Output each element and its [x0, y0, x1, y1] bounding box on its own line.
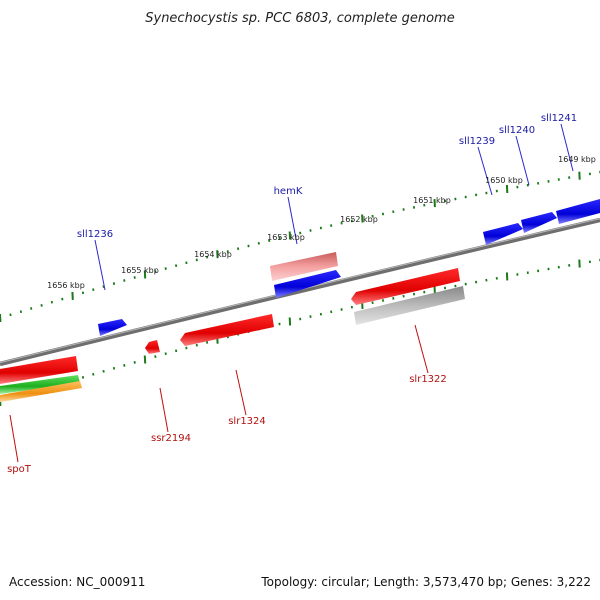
- label-sll1239[interactable]: sll1239: [459, 136, 495, 147]
- orange-feature-bar[interactable]: [0, 381, 82, 402]
- grey-feature-bar[interactable]: [354, 286, 465, 325]
- reverse-strand-genes: [0, 268, 460, 384]
- label-slr1324[interactable]: slr1324: [228, 416, 266, 427]
- gene-slr1324-feature[interactable]: [180, 314, 274, 346]
- leader-sll1241: [560, 123, 574, 172]
- accession-text: Accession: NC_000911: [9, 575, 145, 589]
- gene-spoT-feature[interactable]: [0, 356, 78, 384]
- scale-label-1649: 1649 kbp: [558, 155, 596, 164]
- gene-sll1236-feature[interactable]: [98, 319, 127, 336]
- forward-strand-genes: [98, 199, 600, 336]
- pink-feature-bar[interactable]: [270, 252, 338, 281]
- leader-slr1322: [414, 324, 429, 374]
- scale-label-1650: 1650 kbp: [485, 176, 523, 185]
- gene-sll1241-feature[interactable]: [556, 199, 600, 224]
- scale-label-1655: 1655 kbp: [121, 266, 159, 275]
- genome-summary-text: Topology: circular; Length: 3,573,470 bp…: [260, 575, 591, 589]
- label-sll1241[interactable]: sll1241: [541, 113, 577, 124]
- label-sll1240[interactable]: sll1240: [499, 125, 535, 136]
- leader-sll1240: [515, 135, 530, 186]
- gene-slr1322-feature[interactable]: [351, 268, 460, 305]
- gene-hemK-feature[interactable]: [274, 270, 341, 298]
- scale-label-1651: 1651 kbp: [413, 196, 451, 205]
- leader-spoT: [9, 414, 19, 463]
- label-slr1322[interactable]: slr1322: [409, 374, 447, 385]
- scale-label-1656: 1656 kbp: [47, 281, 85, 290]
- map-title: Synechocystis sp. PCC 6803, complete gen…: [145, 11, 454, 26]
- gene-ssr2194-feature[interactable]: [145, 340, 160, 354]
- label-ssr2194[interactable]: ssr2194: [151, 433, 191, 444]
- scale-label-1654: 1654 kbp: [194, 250, 232, 259]
- gene-sll1239-feature[interactable]: [483, 223, 523, 245]
- label-sll1236[interactable]: sll1236: [77, 229, 113, 240]
- gene-sll1240-feature[interactable]: [521, 212, 557, 233]
- label-spoT[interactable]: spoT: [7, 464, 32, 475]
- scale-label-1652: 1652 kbp: [340, 215, 378, 224]
- leader-hemK: [287, 196, 298, 245]
- label-hemK[interactable]: hemK: [274, 186, 303, 197]
- leader-sll1239: [477, 146, 493, 196]
- green-feature-bar[interactable]: [0, 375, 80, 394]
- scale-label-1653: 1653 kbp: [267, 233, 305, 242]
- label-leaders: [9, 123, 574, 463]
- leader-ssr2194: [159, 387, 169, 433]
- gene-labels: sll1241 sll1240 sll1239 hemK sll1236 slr…: [7, 113, 577, 475]
- leader-sll1236: [94, 239, 106, 291]
- upper-tick-track: [0, 170, 600, 323]
- leader-slr1324: [235, 369, 247, 416]
- scale-labels: 1649 kbp 1650 kbp 1651 kbp 1652 kbp 1653…: [47, 155, 596, 290]
- genome-backbone: [0, 217, 600, 367]
